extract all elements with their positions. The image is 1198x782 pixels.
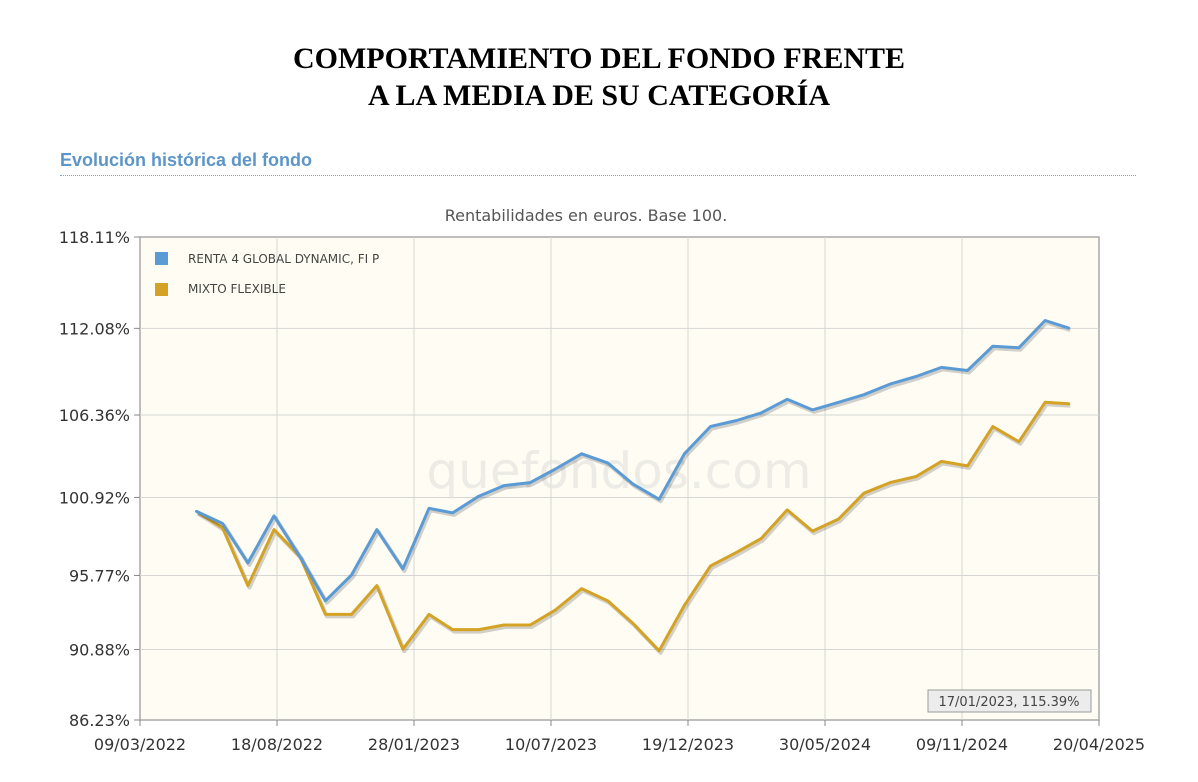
document-title-line1: COMPORTAMIENTO DEL FONDO FRENTE	[292, 42, 906, 75]
x-tick-label: 20/04/2025	[1053, 735, 1145, 754]
x-tick-label: 19/12/2023	[642, 735, 734, 754]
y-tick-label: 118.11%	[59, 228, 130, 247]
axis-layer: 86.23% 90.88% 95.77% 100.92% 106.36% 112.08% 1…	[59, 228, 1145, 754]
series-0-line	[195, 319, 1071, 603]
x-tick-label: 09/03/2022	[94, 735, 186, 754]
series-1-line	[195, 400, 1071, 653]
grid-layer	[140, 237, 1099, 720]
y-tick-label: 106.36%	[59, 406, 130, 425]
plot-area	[139, 236, 1100, 721]
chart-title: Rentabilidades en euros. Base 100.	[445, 206, 728, 225]
document-title-line2: A LA MEDIA DE SU CATEGORÍA	[367, 79, 831, 112]
x-tick-label: 18/08/2022	[231, 735, 323, 754]
tooltip-box	[927, 689, 1092, 713]
x-tick-label: 30/05/2024	[779, 735, 871, 754]
legend-item-1-swatch	[155, 283, 168, 296]
document-title: COMPORTAMIENTO DEL FONDO FRENTE A LA MED…	[0, 40, 1198, 114]
series-layer	[195, 319, 1071, 655]
legend: RENTA 4 GLOBAL DYNAMIC, FI P MIXTO FLEXI…	[155, 252, 379, 296]
x-tick-label: 09/11/2024	[916, 735, 1008, 754]
y-tick-label: 90.88%	[69, 641, 130, 660]
y-tick-label: 86.23%	[69, 711, 130, 730]
x-tick-label: 28/01/2023	[368, 735, 460, 754]
tooltip: 17/01/2023, 115.39%	[927, 689, 1092, 713]
section-heading: Evolución histórica del fondo	[60, 150, 1136, 176]
legend-item-0-swatch	[155, 252, 168, 265]
x-tick-label: 10/07/2023	[505, 735, 597, 754]
y-tick-label: 112.08%	[59, 319, 130, 338]
tooltip-text: 17/01/2023, 115.39%	[938, 695, 1079, 710]
y-tick-label: 95.77%	[69, 566, 130, 585]
legend-item-0-label: RENTA 4 GLOBAL DYNAMIC, FI P	[188, 252, 379, 266]
y-tick-label: 100.92%	[59, 488, 130, 507]
legend-item-1-label: MIXTO FLEXIBLE	[188, 282, 286, 296]
